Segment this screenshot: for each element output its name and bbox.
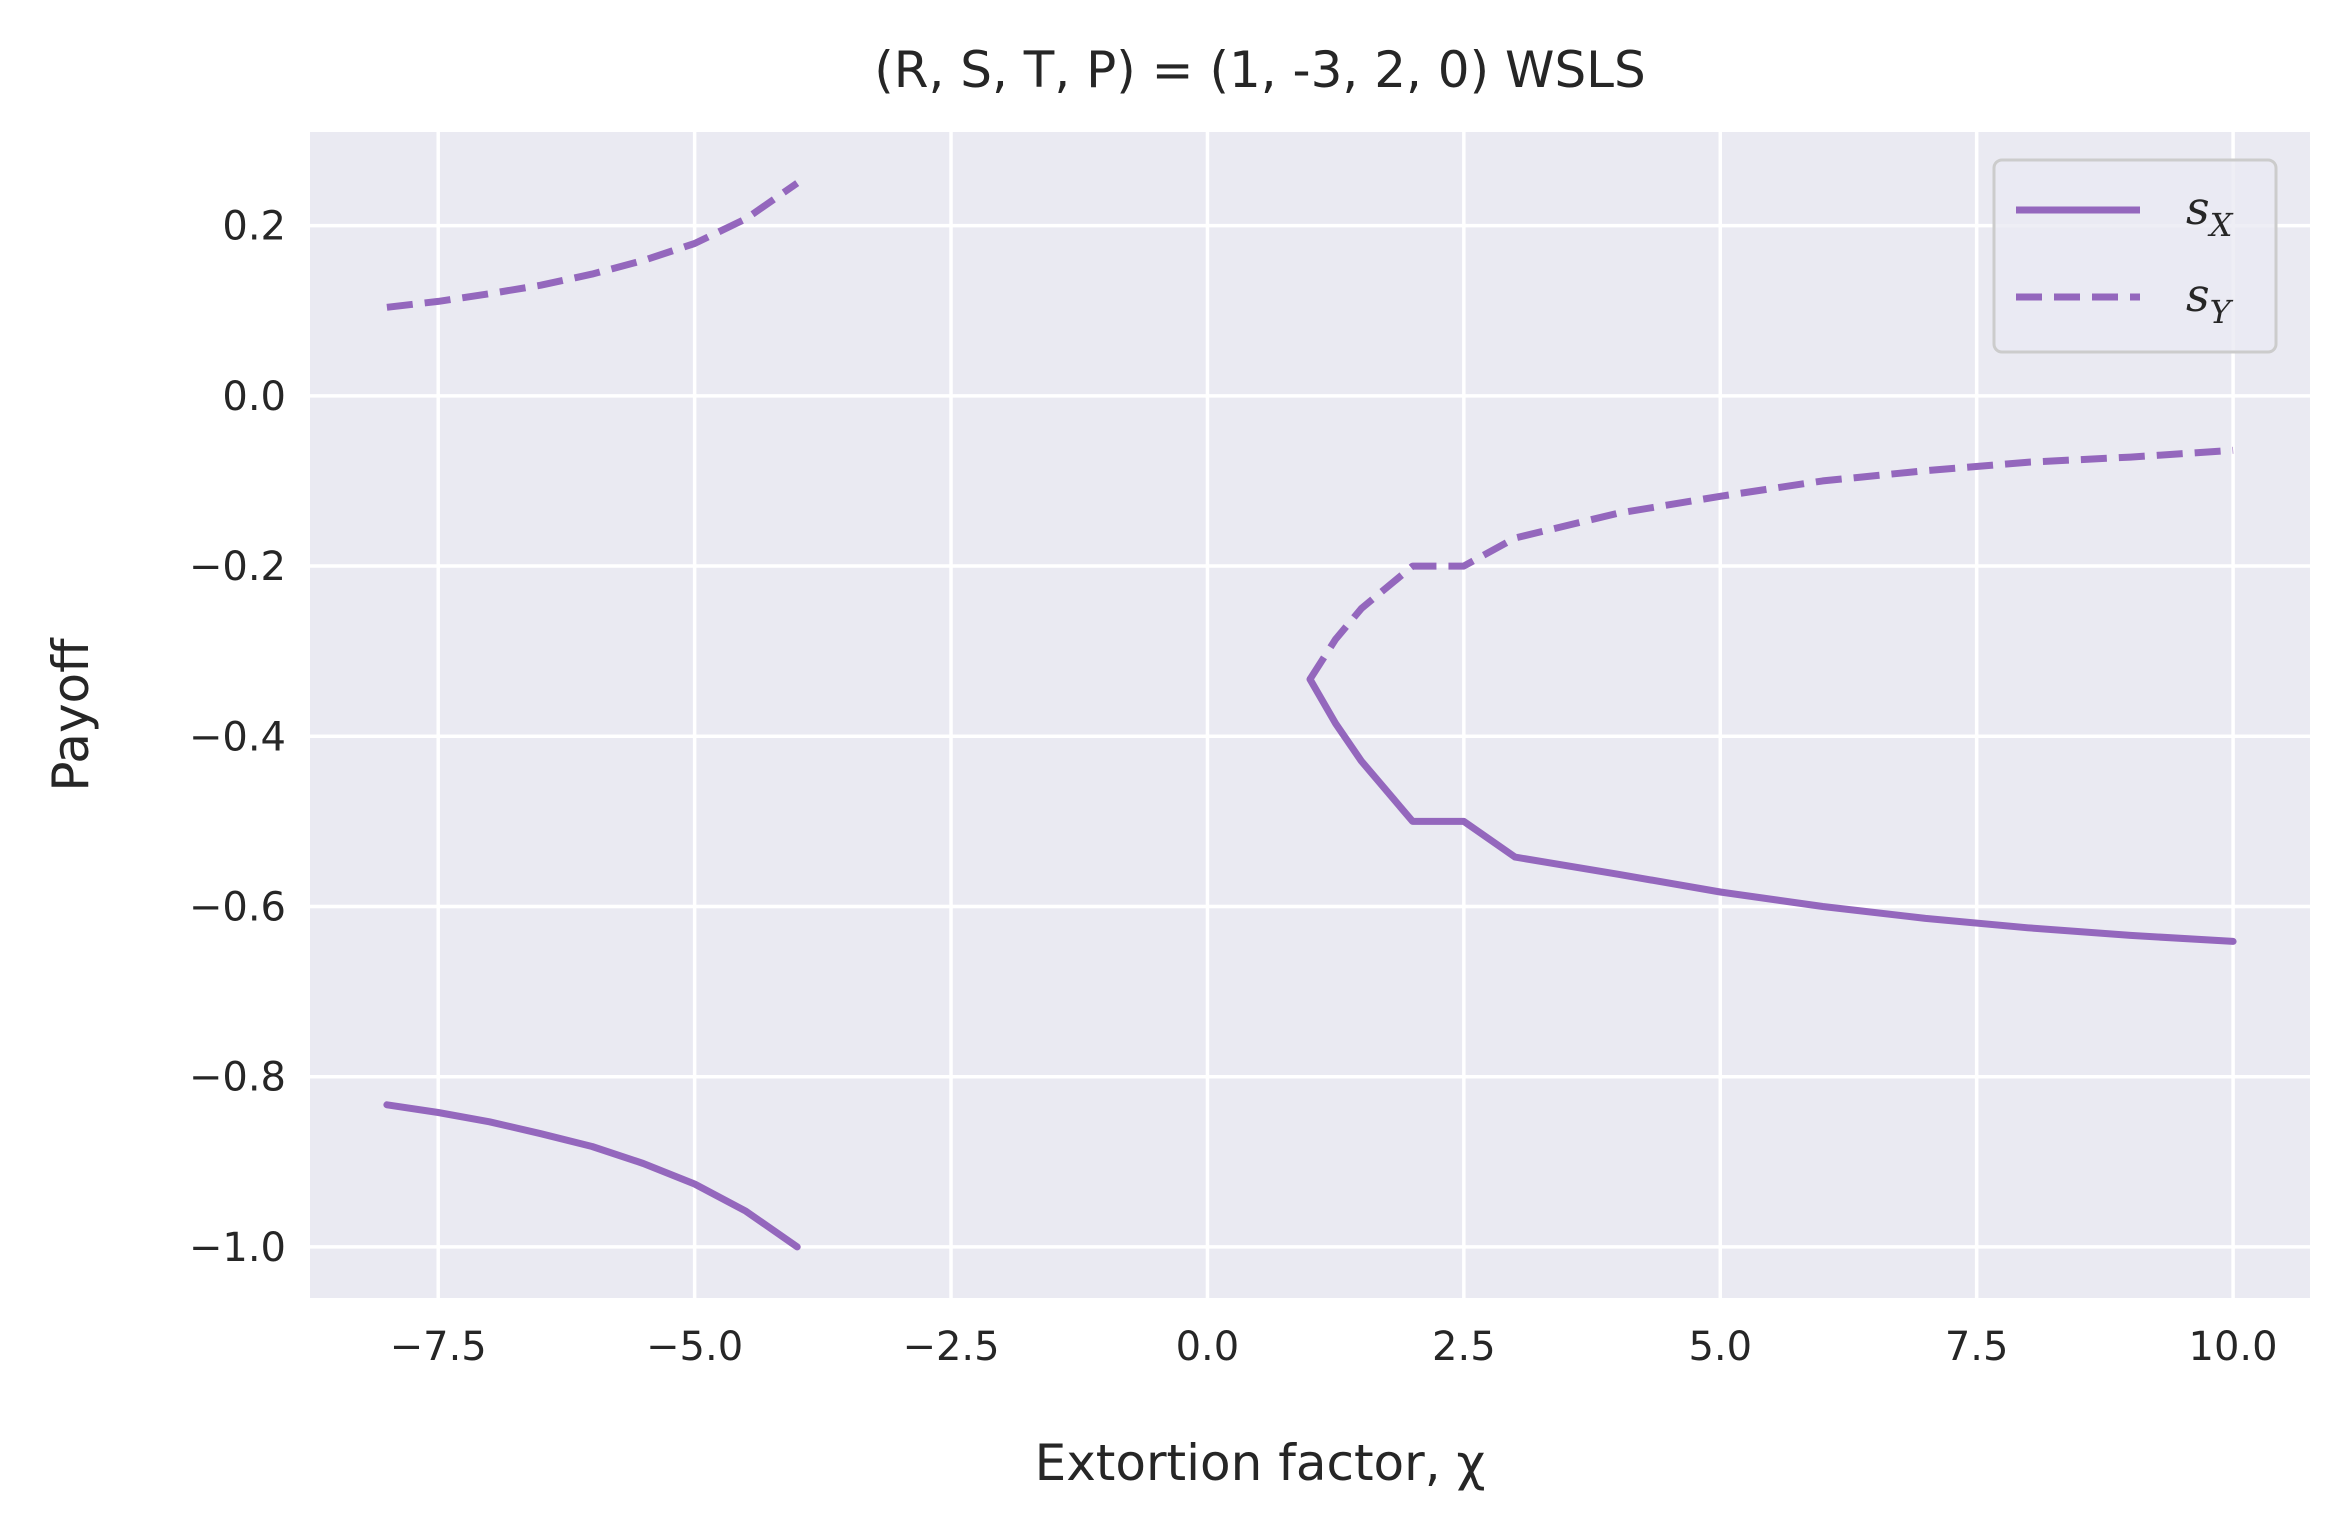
x-tick-label: 7.5 (1945, 1324, 2009, 1370)
x-tick-labels: −7.5 −5.0 −2.5 0.0 2.5 5.0 7.5 10.0 (390, 1324, 2278, 1370)
y-axis-label: Payoff (42, 637, 100, 792)
x-axis-label: Extortion factor, χ (1035, 1434, 1486, 1492)
legend-label-sy: sY (2186, 268, 2234, 331)
y-tick-label: −0.6 (189, 884, 286, 930)
x-tick-label: 5.0 (1688, 1324, 1752, 1370)
series-line-x (1306, 675, 2237, 945)
y-tick-label: 0.2 (222, 204, 286, 250)
x-tick-label: 2.5 (1432, 1324, 1496, 1370)
legend-label-sy-name: s (2186, 268, 2210, 322)
series-lines (383, 180, 2237, 1251)
legend-box (1992, 158, 2278, 354)
series-line-y (386, 180, 800, 311)
y-tick-label: −1.0 (189, 1225, 286, 1271)
x-tick-label: 0.0 (1176, 1324, 1240, 1370)
x-tick-label: −5.0 (646, 1324, 743, 1370)
legend-label-sy-subscript: Y (2210, 293, 2234, 331)
x-tick-label: 10.0 (2189, 1324, 2278, 1370)
series-line-y (1307, 446, 2234, 682)
x-tick-label: −7.5 (390, 1324, 487, 1370)
series-line-x (383, 1101, 801, 1251)
y-tick-labels: 0.2 0.0 −0.2 −0.4 −0.6 −0.8 −1.0 (189, 204, 286, 1271)
y-tick-label: 0.0 (222, 374, 286, 420)
legend-label-sx-subscript: X (2207, 206, 2234, 244)
y-tick-label: −0.2 (189, 544, 286, 590)
legend-label-sx: sX (2186, 181, 2234, 244)
legend: sX sY (1992, 158, 2278, 354)
chart-title: (R, S, T, P) = (1, -3, 2, 0) WSLS (874, 41, 1646, 99)
legend-label-sx-name: s (2186, 181, 2210, 235)
x-tick-label: −2.5 (902, 1324, 999, 1370)
y-tick-label: −0.4 (189, 714, 286, 760)
y-tick-label: −0.8 (189, 1055, 286, 1101)
